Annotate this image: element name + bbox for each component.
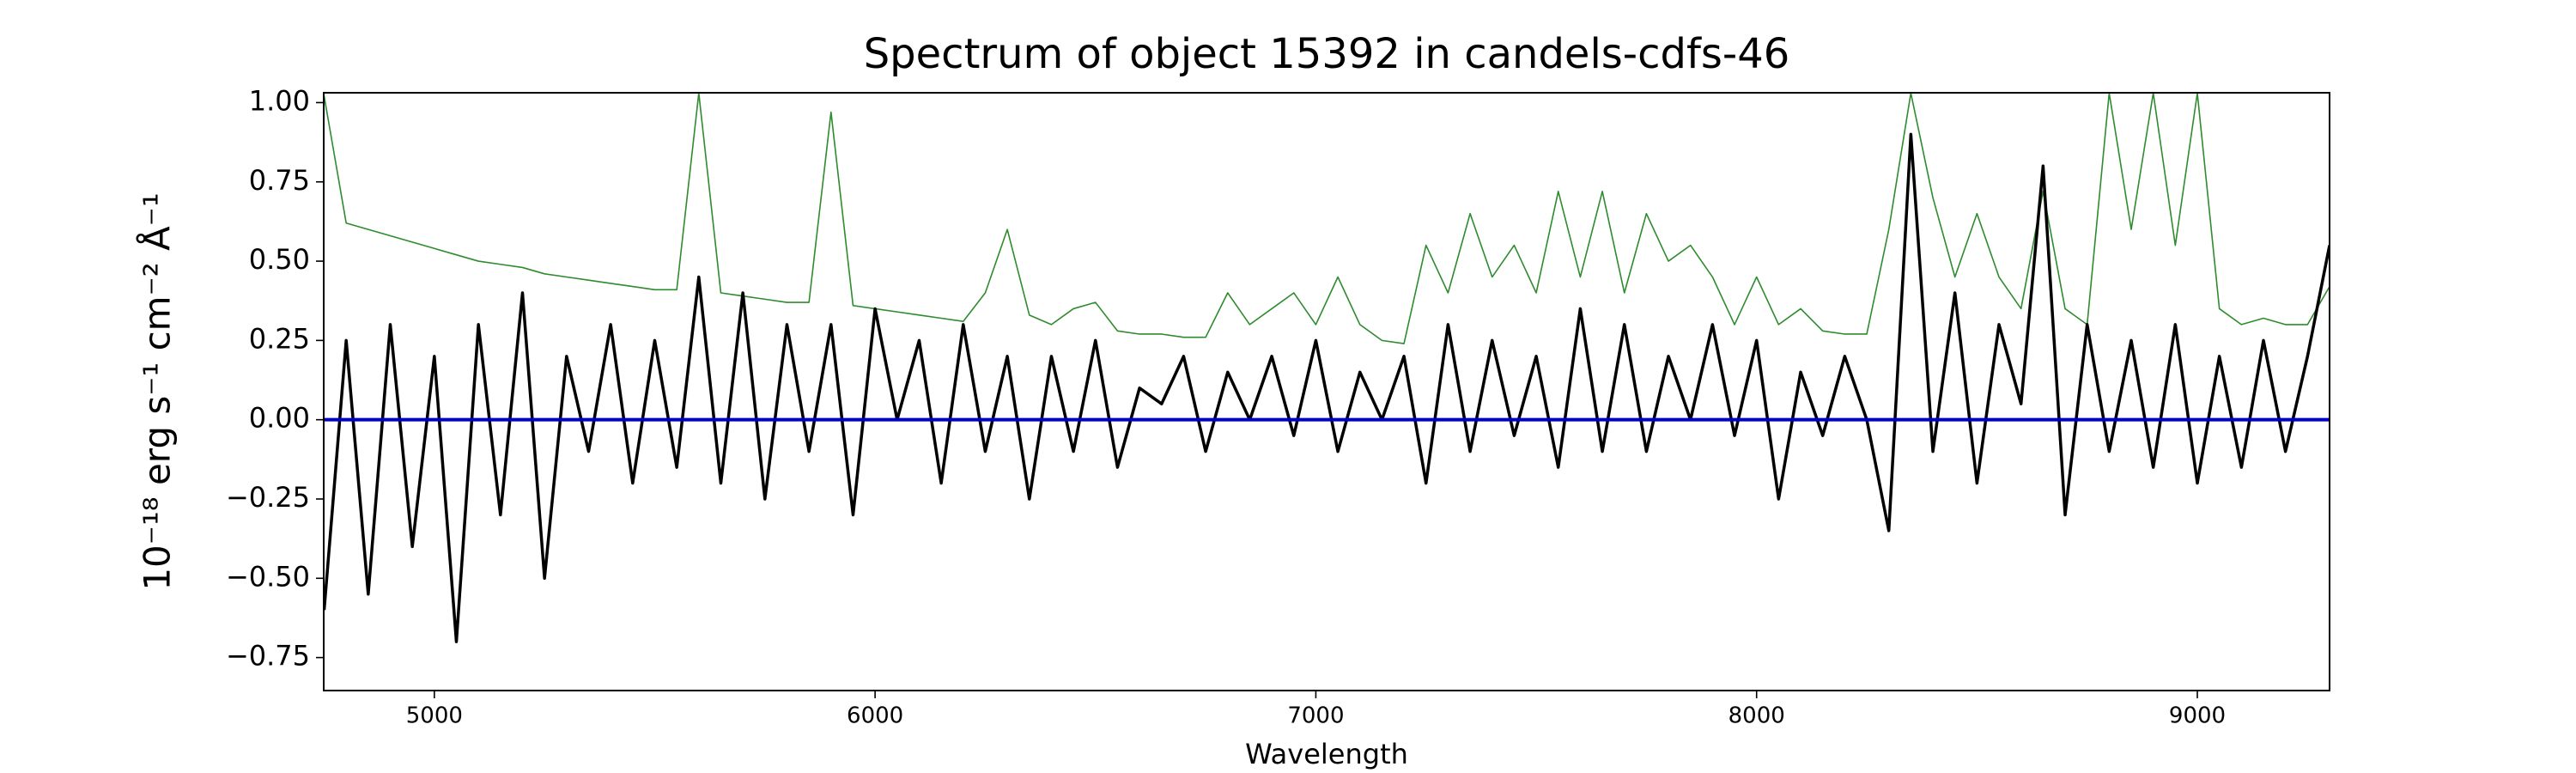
y-tick-label: 0.50	[249, 243, 310, 276]
y-tick-label: −0.75	[226, 640, 310, 673]
spectrum-line	[324, 93, 2330, 344]
y-tick-label: −0.50	[226, 560, 310, 593]
x-tick-label: 9000	[2169, 703, 2226, 729]
y-tick-label: 0.75	[249, 164, 310, 197]
x-tick-label: 7000	[1287, 703, 1344, 729]
y-tick-label: −0.25	[226, 481, 310, 514]
y-axis-label: 10⁻¹⁸ erg s⁻¹ cm⁻² Å⁻¹	[136, 192, 179, 590]
x-tick-label: 5000	[406, 703, 463, 729]
x-tick-label: 6000	[847, 703, 903, 729]
plot-area	[324, 93, 2330, 643]
y-tick-label: 0.25	[249, 322, 310, 355]
y-tick-label: 1.00	[249, 84, 310, 117]
plot-frame	[323, 92, 2330, 691]
chart-title: Spectrum of object 15392 in candels-cdfs…	[864, 30, 1790, 78]
x-tick-label: 8000	[1728, 703, 1785, 729]
spectrum-line	[324, 132, 2330, 643]
y-tick-label: 0.00	[249, 402, 310, 435]
x-axis-label: Wavelength	[1245, 738, 1408, 770]
